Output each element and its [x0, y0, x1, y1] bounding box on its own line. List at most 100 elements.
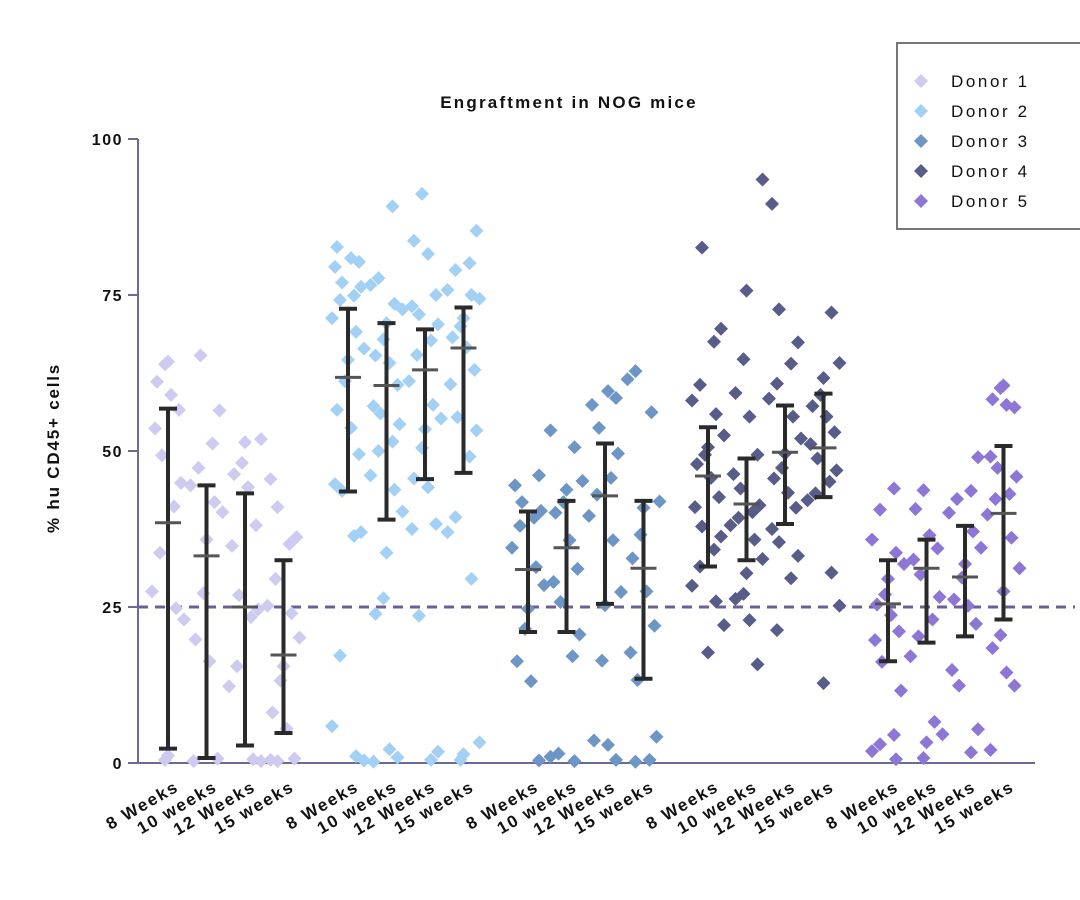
data-point [791, 335, 805, 350]
data-point [567, 754, 582, 769]
data-point [371, 444, 386, 458]
data-point [287, 751, 302, 766]
data-point [983, 742, 998, 757]
data-point [791, 548, 805, 563]
data-point [469, 423, 484, 438]
data-point [739, 283, 754, 298]
data-point [755, 551, 770, 566]
data-point [707, 542, 721, 557]
data-point [270, 500, 285, 515]
data-point [325, 719, 339, 734]
data-point [789, 500, 803, 515]
data-point [873, 737, 887, 752]
data-point [172, 402, 186, 417]
data-point [952, 678, 966, 693]
error-bars-layer [155, 305, 1017, 761]
data-point [966, 524, 980, 539]
data-point [244, 609, 258, 624]
data-point [164, 387, 178, 402]
data-point [889, 545, 903, 560]
data-point [690, 457, 704, 472]
data-point [448, 263, 463, 278]
data-point [649, 729, 664, 744]
data-point [747, 532, 762, 547]
data-point [816, 370, 831, 385]
data-point [601, 384, 615, 399]
data-point [606, 533, 620, 548]
points-layer [145, 172, 1027, 769]
data-point [145, 584, 159, 599]
data-point [642, 752, 657, 767]
legend-label: Donor 1 [951, 72, 1030, 91]
data-point [611, 446, 625, 461]
data-point [158, 357, 172, 372]
data-point [1009, 469, 1024, 484]
data-point [333, 648, 347, 663]
data-point [786, 409, 800, 424]
data-point [382, 742, 397, 757]
data-point [628, 754, 643, 769]
data-point [215, 505, 230, 520]
data-point [685, 393, 699, 408]
data-point [930, 541, 945, 556]
data-point [412, 608, 426, 623]
data-point [829, 463, 844, 478]
data-point [595, 653, 609, 668]
data-point [728, 385, 743, 400]
data-point [508, 478, 522, 493]
data-point [222, 679, 236, 694]
data-point [688, 500, 702, 515]
data-point [376, 591, 391, 606]
data-point [625, 551, 640, 566]
data-point [238, 435, 252, 450]
data-point [357, 753, 371, 768]
data-point [505, 540, 519, 555]
data-point [330, 239, 344, 254]
data-point [927, 714, 942, 729]
data-point [205, 436, 220, 451]
data-point [770, 376, 784, 391]
data-point [887, 481, 901, 496]
data-point [559, 482, 574, 497]
data-point [354, 279, 368, 294]
data-point [919, 735, 934, 750]
data-point [265, 705, 280, 720]
data-point [349, 324, 363, 339]
data-point [609, 752, 623, 767]
data-point [742, 613, 757, 628]
data-point [385, 199, 400, 214]
chart-title: Engraftment in NOG mice [440, 93, 697, 112]
data-point [609, 390, 623, 405]
data-point [407, 471, 421, 486]
data-point [983, 449, 998, 464]
data-point [993, 380, 1008, 395]
data-point [440, 283, 455, 298]
data-point [903, 649, 918, 664]
data-point [352, 254, 366, 269]
data-point [932, 590, 947, 605]
data-point [395, 504, 410, 519]
legend-label: Donor 3 [951, 132, 1030, 151]
data-point [366, 754, 381, 769]
data-point [726, 467, 741, 482]
data-point [709, 594, 723, 609]
data-point [868, 633, 882, 648]
data-point [357, 341, 371, 356]
data-point [410, 347, 424, 362]
data-point [587, 733, 601, 748]
data-point [714, 321, 728, 336]
data-point [736, 352, 751, 367]
data-point [347, 528, 361, 543]
data-point [570, 561, 585, 576]
data-point [440, 525, 455, 540]
data-point [950, 492, 964, 507]
data-point [543, 749, 558, 764]
data-point [916, 751, 931, 766]
data-point [990, 460, 1005, 475]
data-point [177, 612, 191, 627]
data-point [942, 505, 956, 520]
data-point [431, 744, 445, 759]
data-point [193, 348, 208, 363]
data-point [335, 275, 349, 290]
data-point [543, 423, 558, 438]
